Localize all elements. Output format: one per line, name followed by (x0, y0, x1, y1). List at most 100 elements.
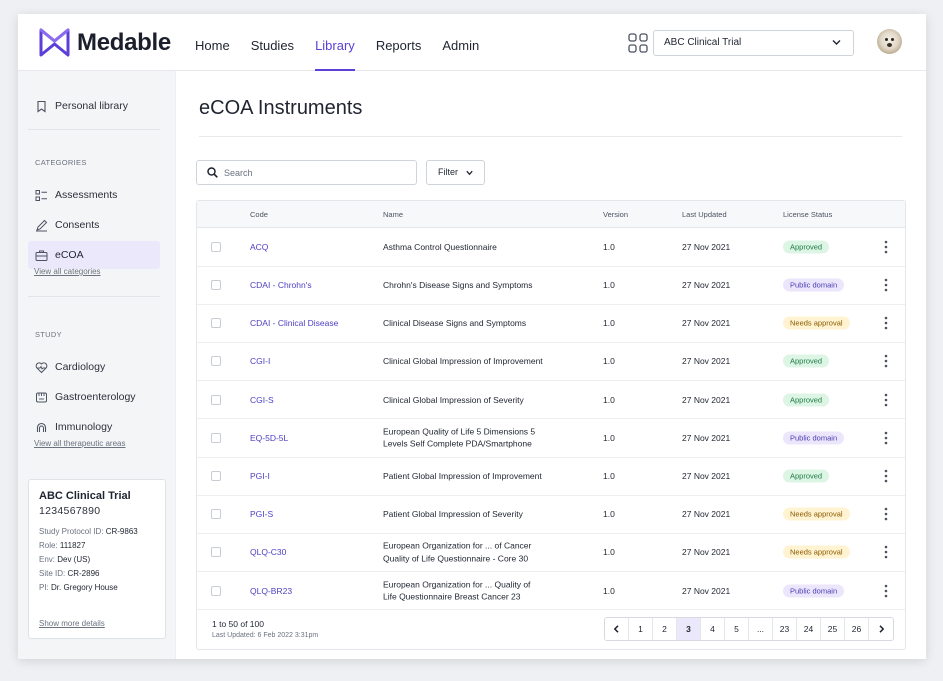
nav-item-studies[interactable]: Studies (250, 38, 295, 53)
row-checkbox[interactable] (211, 279, 221, 290)
instrument-last-updated: 27 Nov 2021 (682, 547, 731, 558)
sidebar-item-assessments[interactable]: Assessments (28, 181, 160, 209)
row-checkbox[interactable] (211, 394, 221, 405)
pagination-page[interactable]: 25 (821, 618, 845, 640)
more-vertical-icon[interactable] (881, 354, 891, 368)
more-vertical-icon[interactable] (881, 431, 891, 445)
sidebar-item-label: Gastroenterology (55, 391, 136, 403)
instruments-table: Code Name Version Last Updated License S… (196, 200, 906, 650)
row-checkbox[interactable] (211, 547, 221, 558)
table-row[interactable]: ACQ Asthma Control Questionnaire 1.0 27 Nov… (197, 228, 905, 267)
instrument-code-link[interactable]: EQ-5D-5L (250, 432, 289, 443)
table-row[interactable]: QLQ-BR23 European Organization for ... Qu… (197, 572, 905, 611)
row-checkbox[interactable] (211, 509, 221, 520)
pagination-page[interactable]: 26 (845, 618, 869, 640)
sidebar-item-cardiology[interactable]: Cardiology (28, 353, 160, 381)
view-all-areas-link[interactable]: View all therapeutic areas (34, 439, 126, 448)
instrument-code-link[interactable]: QLQ-C30 (250, 547, 287, 558)
nav-item-reports[interactable]: Reports (375, 38, 422, 53)
filter-button[interactable]: Filter (426, 160, 485, 185)
pagination-page[interactable]: 4 (701, 618, 725, 640)
trial-select-value: ABC Clinical Trial (664, 37, 742, 48)
nav-item-home[interactable]: Home (195, 38, 230, 53)
column-header-last-updated[interactable]: Last Updated (682, 210, 727, 219)
table-row[interactable]: PGI-I Patient Global Impression of Improv… (197, 457, 905, 496)
pagination-next-button[interactable] (869, 618, 893, 640)
search-icon (207, 167, 218, 178)
view-all-categories-link[interactable]: View all categories (34, 267, 101, 276)
nav-item-library[interactable]: Library (315, 14, 355, 71)
row-checkbox[interactable] (211, 356, 221, 367)
instrument-code-link[interactable]: PGI-S (250, 508, 274, 519)
column-header-name[interactable]: Name (383, 210, 404, 219)
more-vertical-icon[interactable] (881, 584, 891, 598)
table-row[interactable]: QLQ-C30 European Organization for ... of … (197, 534, 905, 573)
pagination-page[interactable]: 2 (653, 618, 677, 640)
row-checkbox[interactable] (211, 241, 221, 252)
table-row[interactable]: EQ-5D-5L European Quality of Life 5 Dimen… (197, 419, 905, 458)
row-checkbox[interactable] (211, 585, 221, 596)
more-vertical-icon[interactable] (881, 240, 891, 254)
sidebar-item-personal-library[interactable]: Personal library (28, 92, 160, 120)
sidebar-item-ecoa[interactable]: eCOA (28, 241, 160, 269)
bookmark-icon (37, 100, 46, 113)
search-input[interactable] (224, 165, 409, 181)
pagination-page[interactable]: 23 (773, 618, 797, 640)
sidebar-item-gastroenterology[interactable]: Gastroenterology (28, 383, 160, 411)
instrument-last-updated: 27 Nov 2021 (682, 279, 731, 290)
license-status-badge: Public domain (783, 584, 845, 598)
row-checkbox[interactable] (211, 432, 221, 443)
instrument-code-link[interactable]: CGI-I (250, 356, 271, 367)
brand-logo[interactable]: Medable (38, 27, 171, 58)
instrument-name: Clinical Global Impression of Improvemen… (383, 356, 543, 367)
instrument-last-updated: 27 Nov 2021 (682, 508, 731, 519)
nav-item-admin[interactable]: Admin (442, 38, 480, 53)
instrument-version: 1.0 (603, 508, 615, 519)
instrument-code-link[interactable]: CDAI - Chrohn's (250, 279, 312, 290)
instrument-name: Chrohn's Disease Signs and Symptoms (383, 279, 533, 290)
more-vertical-icon[interactable] (881, 545, 891, 559)
more-vertical-icon[interactable] (881, 278, 891, 292)
row-checkbox[interactable] (211, 318, 221, 329)
instrument-version: 1.0 (603, 356, 615, 367)
table-row[interactable]: CGI-I Clinical Global Impression of Impro… (197, 343, 905, 382)
pagination-page[interactable]: 5 (725, 618, 749, 640)
column-header-version[interactable]: Version (603, 210, 629, 219)
sidebar-item-consents[interactable]: Consents (28, 211, 160, 239)
pagination: 1 2 3 4 5... 23 24 25 26 (604, 617, 894, 641)
instrument-code-link[interactable]: CDAI - Clinical Disease (250, 317, 339, 328)
sidebar-item-immunology[interactable]: Immunology (28, 413, 160, 441)
table-row[interactable]: CDAI - Chrohn's Chrohn's Disease Signs an… (197, 266, 905, 305)
table-row[interactable]: CGI-S Clinical Global Impression of Sever… (197, 381, 905, 420)
pagination-page[interactable]: 24 (797, 618, 821, 640)
pagination-page[interactable]: 3 (677, 618, 701, 640)
table-row[interactable]: PGI-S Patient Global Impression of Severi… (197, 495, 905, 534)
instrument-name: Patient Global Impression of Improvement (383, 470, 542, 481)
instrument-code-link[interactable]: ACQ (250, 241, 269, 252)
user-avatar[interactable] (877, 29, 902, 54)
instrument-code-link[interactable]: CGI-S (250, 394, 274, 405)
title-divider (199, 136, 902, 137)
instrument-version: 1.0 (603, 317, 615, 328)
more-vertical-icon[interactable] (881, 393, 891, 407)
show-more-details-link[interactable]: Show more details (39, 619, 105, 628)
column-header-license-status[interactable]: License Status (783, 210, 833, 219)
license-status-badge: Approved (783, 393, 830, 407)
pagination-prev-button[interactable] (605, 618, 629, 640)
grid-icon[interactable] (628, 33, 648, 53)
instrument-code-link[interactable]: QLQ-BR23 (250, 585, 293, 596)
instrument-name: Patient Global Impression of Severity (383, 508, 523, 519)
sidebar-item-label: eCOA (55, 249, 84, 261)
pagination-page[interactable]: 1 (629, 618, 653, 640)
more-vertical-icon[interactable] (881, 469, 891, 483)
row-checkbox[interactable] (211, 470, 221, 481)
more-vertical-icon[interactable] (881, 316, 891, 330)
instrument-code-link[interactable]: PGI-I (250, 470, 270, 481)
table-row[interactable]: CDAI - Clinical Disease Clinical Disease … (197, 304, 905, 343)
license-status-badge: Needs approval (783, 507, 850, 521)
column-header-code[interactable]: Code (250, 210, 268, 219)
chevron-right-icon (878, 625, 884, 633)
trial-select[interactable]: ABC Clinical Trial (653, 30, 854, 56)
more-vertical-icon[interactable] (881, 507, 891, 521)
